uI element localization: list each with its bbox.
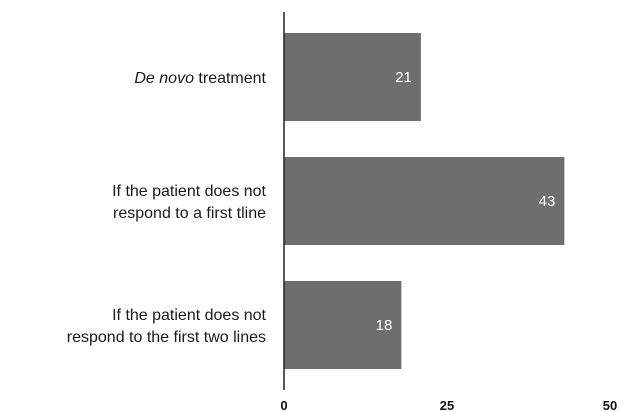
category-label-3-line-2: respond to the first two lines bbox=[67, 329, 266, 346]
category-label-segment: respond to the first two lines bbox=[67, 329, 266, 346]
bars-layer bbox=[284, 33, 565, 369]
category-label-segment: treatment bbox=[194, 70, 267, 87]
category-label-3-line-1: If the patient does not bbox=[112, 307, 266, 324]
bar-1 bbox=[284, 33, 421, 121]
category-label-2: If the patient does not respond to a firs… bbox=[112, 183, 266, 222]
category-label-1-line-1: De novo treatment bbox=[134, 70, 266, 87]
bar-3 bbox=[284, 281, 402, 369]
category-label-1: De novo treatment bbox=[134, 70, 266, 87]
category-label-3: If the patient does not respond to the fi… bbox=[67, 307, 267, 346]
x-tick-label-25: 25 bbox=[440, 398, 454, 412]
value-label-1: 21 bbox=[395, 69, 412, 86]
value-label-3: 18 bbox=[376, 317, 393, 334]
category-label-segment: respond to a first tline bbox=[113, 205, 266, 222]
category-label-2-line-1: If the patient does not bbox=[112, 183, 266, 200]
category-label-2-line-2: respond to a first tline bbox=[113, 205, 266, 222]
category-labels-layer: De novo treatment If the patient does not… bbox=[67, 70, 267, 346]
x-tick-labels-layer: 0 25 50 bbox=[280, 398, 617, 412]
value-labels-layer: 21 43 18 bbox=[376, 69, 556, 334]
category-label-segment: De novo bbox=[134, 70, 194, 87]
category-label-segment: If the patient does not bbox=[112, 183, 266, 200]
value-label-2: 43 bbox=[539, 193, 556, 210]
bar-2 bbox=[284, 157, 565, 245]
x-tick-label-0: 0 bbox=[280, 398, 287, 412]
x-tick-label-50: 50 bbox=[603, 398, 617, 412]
category-label-segment: If the patient does not bbox=[112, 307, 266, 324]
